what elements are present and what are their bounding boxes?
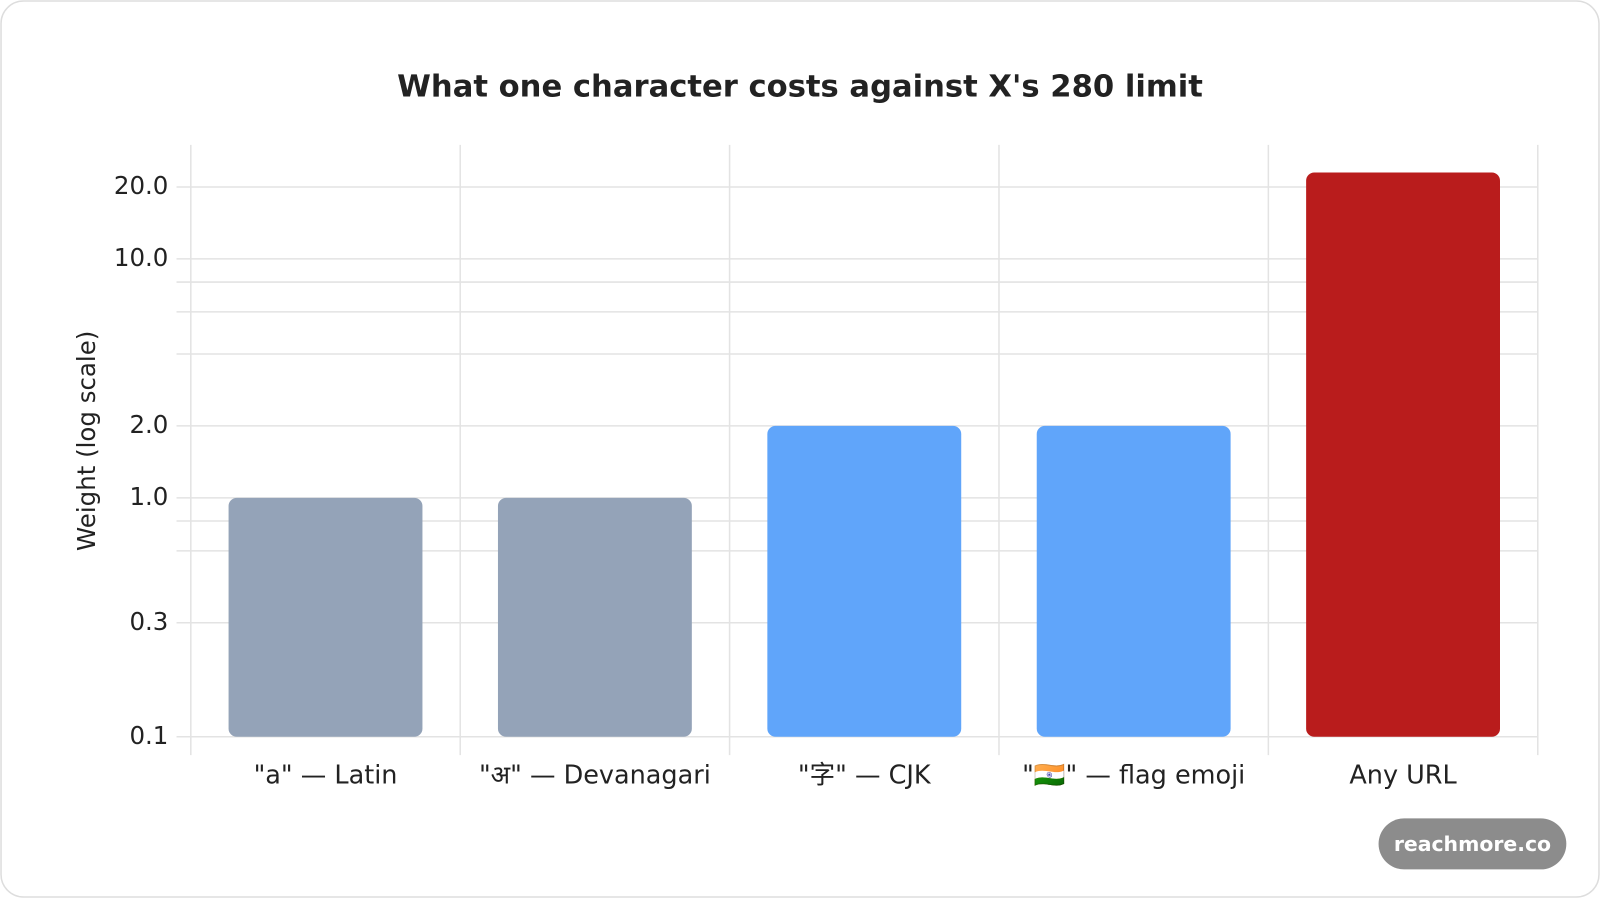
bar <box>767 425 962 737</box>
y-tick-label: 2.0 <box>129 410 168 439</box>
bar <box>497 497 692 737</box>
y-axis-label: Weight (log scale) <box>72 331 101 551</box>
x-tick-label: Any URL <box>1349 761 1457 791</box>
x-tick-label: "अ" — Devanagari <box>479 761 711 791</box>
y-tick-label: 0.1 <box>129 721 168 750</box>
x-tick-label: "字" — CJK <box>798 761 932 791</box>
y-tick-label: 10.0 <box>114 243 168 272</box>
y-tick-label: 0.3 <box>129 607 168 636</box>
y-tick-label: 1.0 <box>129 482 168 511</box>
bar <box>228 497 423 737</box>
bar <box>1306 172 1500 737</box>
watermark: reachmore.co <box>1394 832 1551 856</box>
watermark-badge <box>1378 818 1567 870</box>
x-tick-label: "a" — Latin <box>254 761 398 791</box>
y-tick-label: 20.0 <box>114 171 168 200</box>
x-tick-label: "🇮🇳" — flag emoji <box>1022 761 1245 791</box>
chart-title: What one character costs against X's 280… <box>397 69 1203 104</box>
bar <box>1036 425 1231 737</box>
